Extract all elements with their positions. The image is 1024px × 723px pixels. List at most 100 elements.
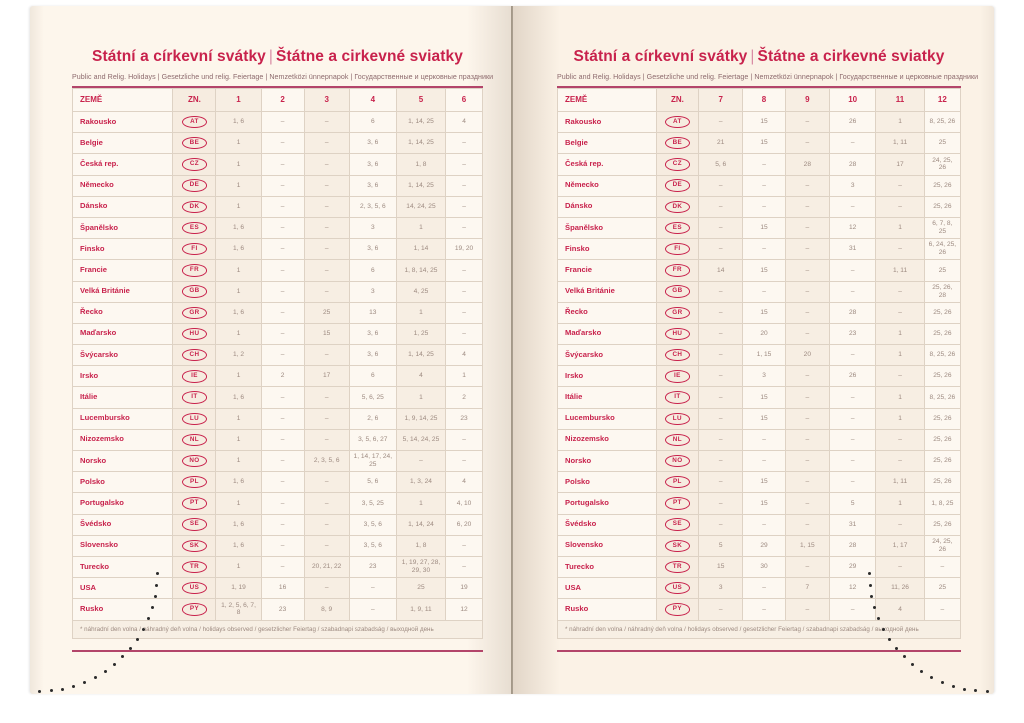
country-code-badge: IE [664,370,690,383]
country-name: Irsko [557,365,657,388]
page-title-right: Státní a církevní svátky | Štátne a cirkev… [557,48,961,66]
perforation-dot [887,637,891,641]
holiday-days-cell: 1, 9, 14, 25 [395,407,447,430]
table-row: Velká Británie GB – – – – –25, 26, 28 [557,280,962,303]
country-name: Švédsko [71,513,174,536]
country-name: Rakousko [71,110,174,134]
holiday-days-cell: 1, 19, 27, 28, 29, 30 [395,555,447,579]
holiday-days-cell: 1 [215,280,262,303]
holiday-days-cell: – [260,216,305,240]
country-code-badge: NL [181,433,207,447]
country-name: Nizozemsko [557,428,657,452]
country-code-badge: PT [181,497,207,510]
column-header-month-2: 2 [260,88,305,112]
holiday-days-cell: 1, 14, 25 [395,132,447,155]
table-row: Lucembursko LU –15– –1 25, 26 [557,407,962,430]
holiday-days-cell: 8, 9 [303,598,350,621]
holiday-days-cell: – [875,238,925,261]
holiday-days-cell: 1 [395,492,447,515]
holiday-days-cell: – [698,238,744,261]
holiday-days-cell: – [260,322,305,346]
table-row: Portugalsko PT –15–5 1 1, 8, 25 [557,492,962,515]
country-code-badge: PL [664,476,690,489]
holiday-days-cell: 15 [742,301,786,324]
holiday-days-cell: 25, 26 [923,428,962,452]
perforation-dot [902,655,906,659]
holiday-days-cell: – [303,195,350,218]
page-title: Státní a církevní svátky | Štátne a cirkev… [72,48,483,66]
holiday-days-cell: 28 [829,301,877,324]
holiday-days-cell: – [875,365,925,388]
holiday-days-cell: – [445,555,483,579]
holiday-days-cell: 1, 14 [395,238,447,261]
holiday-days-cell: 1, 25 [395,322,447,346]
country-code-cell: PT [655,492,700,515]
country-code-badge: SK [664,539,690,553]
perforation-dot [93,676,97,680]
holiday-days-cell: 23 [829,322,877,346]
holiday-days-cell: 1 [875,344,925,367]
holiday-days-cell: 17 [875,153,925,176]
holiday-days-cell: 1, 6 [215,513,262,536]
holiday-days-cell: – [348,577,397,600]
country-name: Německo [557,174,657,197]
holiday-days-cell: 25, 26 [923,195,962,218]
holiday-days-cell: – [445,216,483,240]
holiday-days-cell: 1 [875,216,925,240]
table-row: Belgie BE 1– –3, 6 1, 14, 25– [71,132,483,155]
table-row: Turecko TR 15 30–29– – [557,555,962,579]
holiday-days-cell: – [784,471,831,494]
country-code-cell: IE [655,365,700,388]
holiday-days-cell: 1, 11 [875,132,925,155]
holiday-days-cell: 15 [742,216,786,240]
holiday-days-cell: 15 [698,555,744,579]
holiday-days-cell: 26 [829,365,877,388]
holiday-days-cell: 7 [784,577,831,600]
country-code-cell: HU [655,322,700,346]
holiday-days-cell: 1 [215,407,262,430]
holiday-days-cell: – [875,428,925,452]
table-row: Itálie IT 1, 6– –5, 6, 25 1 2 [71,386,483,409]
holiday-days-cell: – [698,407,744,430]
holiday-days-cell: 26 [829,110,877,134]
country-name: Velká Británie [71,280,174,303]
country-code-cell: ES [655,216,700,240]
country-code-badge: TR [664,560,690,574]
page-title-cs-right: Státní a církevní svátky [573,48,748,65]
country-code-cell: SK [172,534,217,557]
country-name: Norsko [71,449,174,473]
holiday-days-cell: 1 [395,301,447,324]
holiday-days-cell: – [260,534,305,557]
bottom-rule-right [557,649,961,652]
country-name: Rusko [557,598,657,621]
table-row: Slovensko SK 1, 6– –3, 5, 6 1, 8– [71,534,483,557]
column-header-month-11: 11 [875,88,925,112]
country-name: Maďarsko [557,322,657,346]
column-header-month-7: 7 [698,88,744,112]
country-code-cell: FR [172,259,217,282]
table-row: Velká Británie GB 1– –3 4, 25– [71,280,483,303]
holiday-days-cell: 31 [829,238,877,261]
holiday-days-cell: 25, 26 [923,174,962,197]
table-header-row: ZEMĚ ZN. 1 2 3 4 5 6 [71,88,483,112]
holiday-days-cell: – [784,449,831,473]
holiday-days-cell: – [445,259,483,282]
perforation-dot [974,689,978,693]
holiday-days-cell: 6 [348,110,397,134]
table-row: Švédsko SE – – –31–25, 26 [557,513,962,536]
title-separator-right: | [750,48,755,65]
perforation-dot [103,670,107,674]
holiday-days-cell: 1 [215,132,262,155]
country-code-badge: DE [181,179,207,192]
country-name: Švýcarsko [71,344,174,367]
holiday-days-cell: – [260,195,305,218]
bottom-rule [72,649,483,652]
table-row: Nizozemsko NL 1– –3, 5, 6, 27 5, 14, 24, 25– [71,428,483,452]
holiday-days-cell: 15 [742,132,786,155]
title-rule-right [557,86,961,88]
holiday-days-cell: 2, 6 [348,407,397,430]
holiday-days-cell: 2 [445,386,483,409]
country-code-cell: SE [655,513,700,536]
perforation-dot [873,606,877,610]
